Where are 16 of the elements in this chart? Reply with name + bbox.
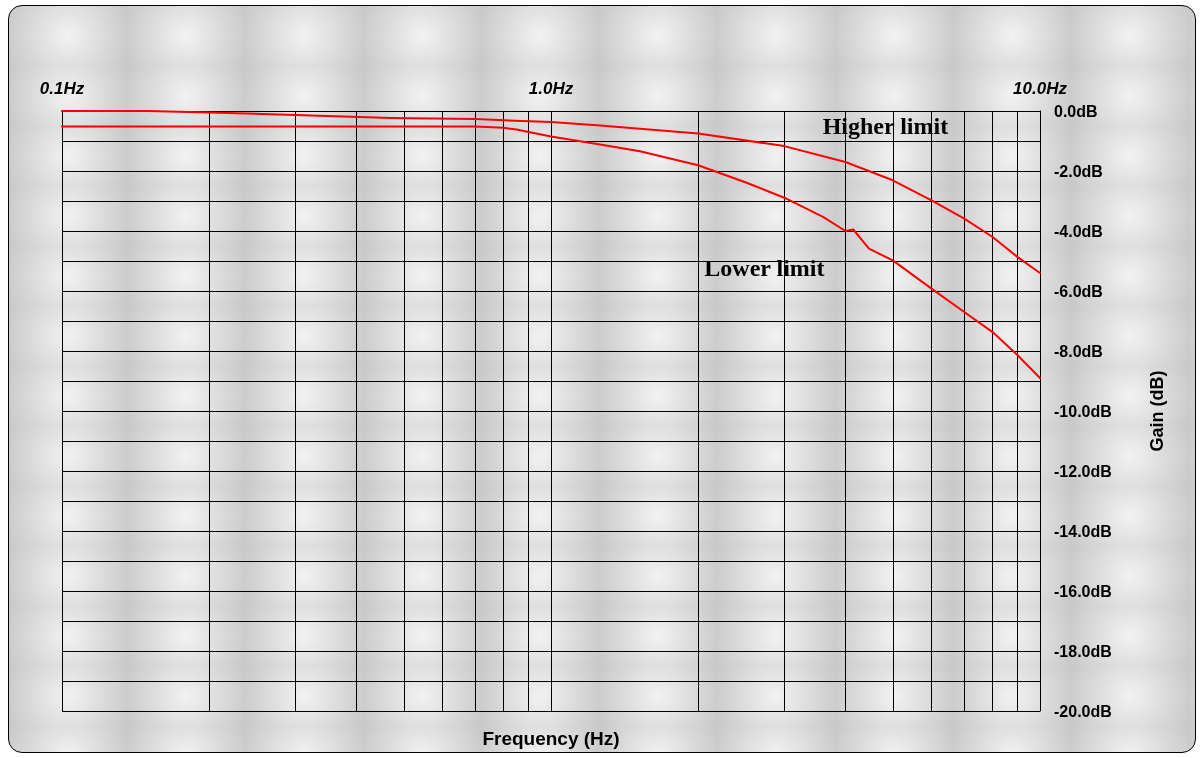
y-tick-label: -18.0dB: [1054, 642, 1112, 660]
y-tick-label: -2.0dB: [1054, 162, 1103, 180]
y-tick-label: -4.0dB: [1054, 222, 1103, 240]
y-tick-label: -20.0dB: [1054, 702, 1112, 720]
x-tick-label: 0.1Hz: [39, 79, 85, 98]
x-tick-label: 10.0Hz: [1013, 79, 1068, 98]
y-axis-title: Gain (dB): [1147, 370, 1167, 452]
y-tick-label: -10.0dB: [1054, 402, 1112, 420]
y-tick-label: -8.0dB: [1054, 342, 1103, 360]
y-tick-label: -16.0dB: [1054, 582, 1112, 600]
x-tick-label: 1.0Hz: [528, 79, 574, 98]
x-axis-title: Frequency (Hz): [482, 727, 620, 749]
y-tick-label: 0.0dB: [1054, 102, 1098, 120]
y-tick-label: -6.0dB: [1054, 282, 1103, 300]
y-tick-label: -14.0dB: [1054, 522, 1112, 540]
y-tick-label: -12.0dB: [1054, 462, 1112, 480]
